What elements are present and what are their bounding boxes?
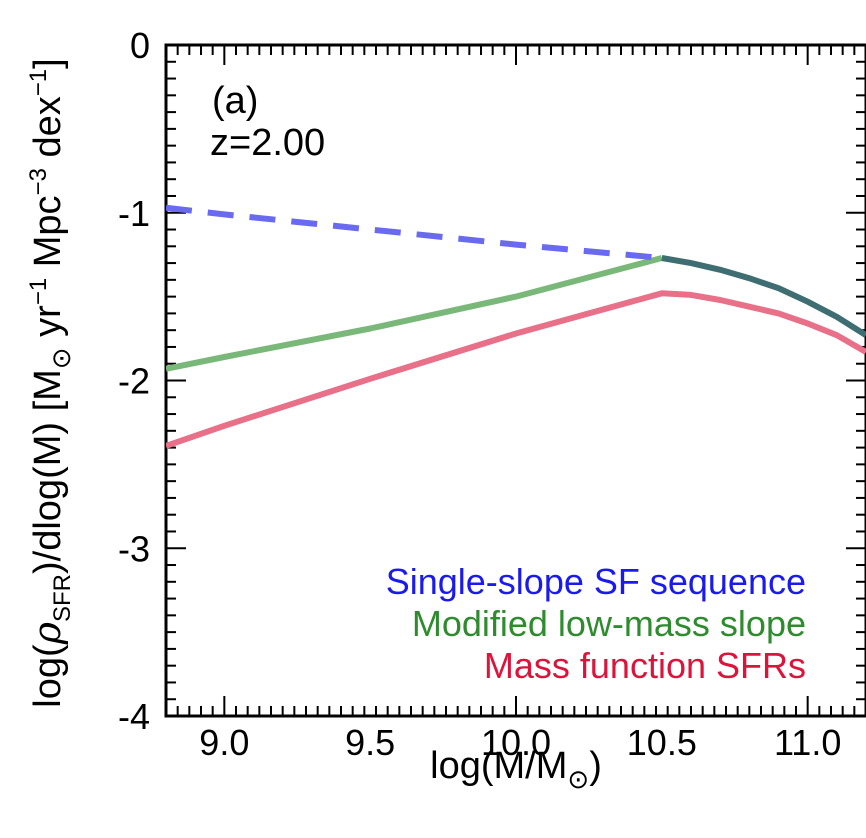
axis-ticks: 9.0 9.5 10.0 10.5 11.0 0 -1 -2 -3 -4 [118,25,866,763]
x-label-main: log(M/M [430,745,567,787]
single-slope-sf-sequence-line-dashed [166,204,663,261]
y-label-dex-exp: −1 [25,69,52,96]
y-label-mpc: Mpc [27,195,69,277]
x-tick-label: 9.0 [199,722,249,763]
x-axis-label: log(M/M⊙) [430,745,602,794]
y-label-yr-exp: −1 [25,278,52,305]
y-tick-label: -1 [118,193,150,234]
redshift-annotation: z=2.00 [210,122,325,164]
modified-low-mass-slope-line [166,255,663,372]
y-label-mid: )/dlog(M) [M [27,369,69,574]
y-label-msun-sub: ⊙ [46,347,76,369]
panel-label: (a) [212,80,258,122]
single-slope-sf-sequence-line-solid [661,255,866,338]
y-tick-label: -2 [118,361,150,402]
x-tick-label: 10.0 [481,722,551,763]
legend-modified-low-mass-slope: Modified low-mass slope [412,603,806,644]
y-label-rho-sub: SFR [49,574,76,622]
x-tick-label: 9.5 [345,722,395,763]
y-label-pre: log( [27,644,69,708]
y-label-mpc-exp: −3 [25,168,52,195]
y-label-rho: ρ [25,621,69,645]
y-tick-label: -4 [118,696,150,737]
series-lines [166,204,866,449]
x-label-sub: ⊙ [567,764,589,794]
y-axis-label: log(ρSFR)/dlog(M) [M⊙ yr−1 Mpc−3 dex−1] [25,58,76,707]
x-label-end: ) [589,745,602,787]
x-tick-label: 10.5 [627,722,697,763]
mass-function-sfrs-line [166,290,866,449]
x-tick-label: 11.0 [774,722,841,763]
y-tick-label: -3 [118,528,150,569]
y-tick-label: 0 [130,25,150,66]
legend-single-slope-sf-sequence: Single-slope SF sequence [386,561,806,602]
y-label-dex: dex [27,96,69,168]
legend-mass-function-sfrs: Mass function SFRs [484,645,806,686]
y-label-close: ] [27,58,69,69]
y-label-yr: yr [27,305,69,348]
